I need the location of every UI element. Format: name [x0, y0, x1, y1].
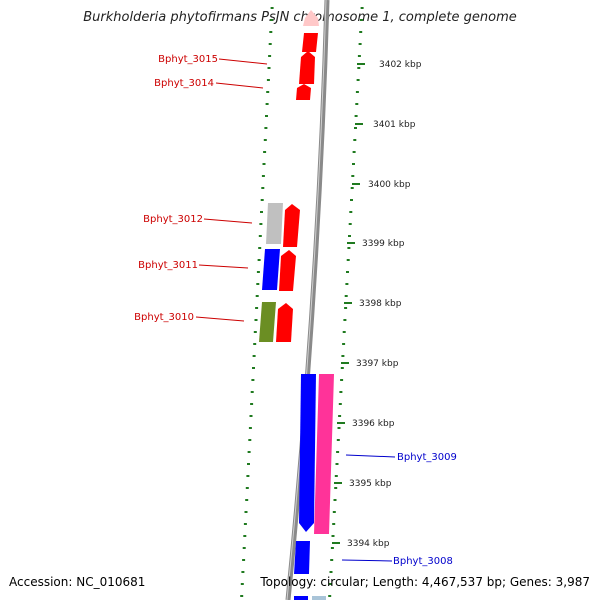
- leader-line: [203, 218, 253, 224]
- map-title: Burkholderia phytofirmans PsJN chromosom…: [83, 10, 517, 25]
- gene-label[interactable]: Bphyt_3012: [143, 214, 203, 225]
- kbp-scale: 3402 kbp 3401 kbp 3400 kbp 3399 kbp 3398…: [332, 60, 422, 549]
- leader-line: [198, 264, 249, 269]
- leader-line: [195, 316, 245, 322]
- kbp-label: 3400 kbp: [368, 180, 411, 190]
- gene-label[interactable]: Bphyt_3009: [397, 452, 457, 463]
- gene-feature[interactable]: [312, 596, 326, 600]
- kbp-label: 3396 kbp: [352, 419, 395, 429]
- gene-labels: Bphyt_3015 Bphyt_3014 Bphyt_3012 Bphyt_3…: [134, 54, 457, 567]
- gene-label[interactable]: Bphyt_3010: [134, 312, 194, 323]
- gene-feature[interactable]: [259, 302, 276, 342]
- gene-feature[interactable]: [299, 51, 315, 84]
- kbp-label: 3399 kbp: [362, 239, 405, 249]
- gene-label[interactable]: Bphyt_3014: [154, 78, 214, 89]
- gene-feature[interactable]: [299, 374, 316, 532]
- forward-strand-genes: [276, 10, 319, 342]
- gene-label[interactable]: Bphyt_3011: [138, 260, 198, 271]
- kbp-label: 3395 kbp: [349, 479, 392, 489]
- chromosome-backbone-highlight: [286, 0, 327, 600]
- inner-tick-row: [240, 7, 274, 597]
- genome-stats-label: Topology: circular; Length: 4,467,537 bp…: [260, 575, 590, 589]
- gene-feature[interactable]: [279, 250, 296, 291]
- leader-line: [345, 454, 396, 458]
- kbp-label: 3394 kbp: [347, 539, 390, 549]
- kbp-label: 3398 kbp: [359, 299, 402, 309]
- accession-label: Accession: NC_010681: [9, 575, 146, 589]
- chromosome-backbone: [285, 0, 330, 600]
- leader-line: [341, 559, 393, 562]
- gene-feature[interactable]: [302, 33, 318, 52]
- gene-feature[interactable]: [314, 374, 334, 534]
- gene-feature[interactable]: [294, 596, 308, 600]
- leader-line: [215, 82, 264, 89]
- gene-label[interactable]: Bphyt_3008: [393, 556, 453, 567]
- gene-feature[interactable]: [296, 84, 311, 100]
- other-strand-genes: [259, 203, 334, 600]
- gene-feature[interactable]: [283, 204, 300, 247]
- kbp-label: 3402 kbp: [379, 60, 422, 70]
- gene-feature[interactable]: [294, 541, 310, 574]
- gene-feature[interactable]: [303, 10, 319, 26]
- gene-label[interactable]: Bphyt_3015: [158, 54, 218, 65]
- kbp-label: 3401 kbp: [373, 120, 416, 130]
- kbp-label: 3397 kbp: [356, 359, 399, 369]
- gene-feature[interactable]: [262, 249, 280, 290]
- leader-line: [218, 58, 268, 65]
- gene-feature[interactable]: [276, 303, 293, 342]
- gene-feature[interactable]: [266, 203, 283, 244]
- outer-tick-row: [328, 7, 364, 597]
